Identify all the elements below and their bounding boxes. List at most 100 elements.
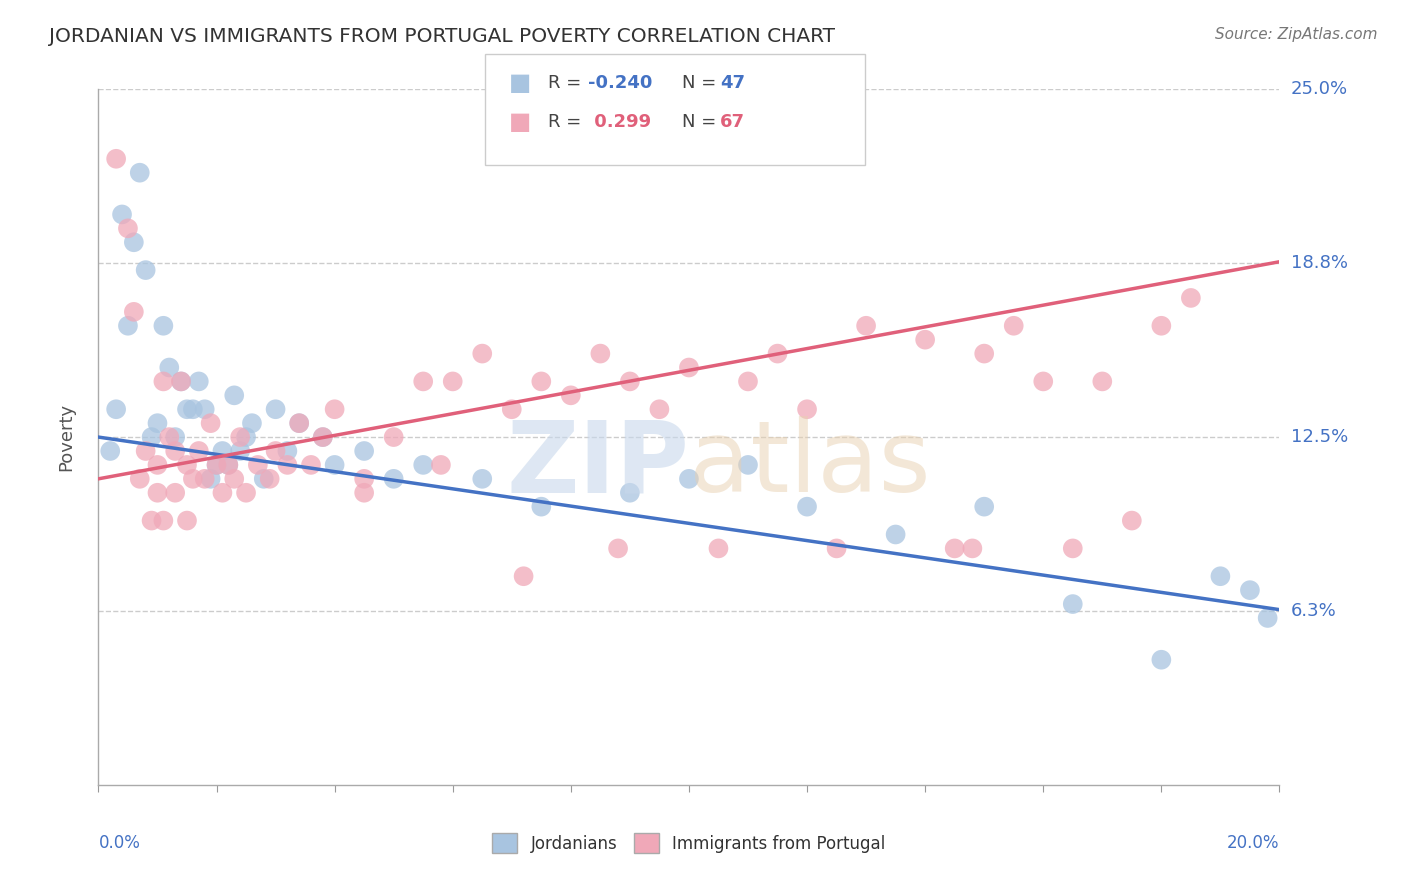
Point (235, 485, 257, 500)
Point (471, 346, 494, 360)
Point (205, 458, 228, 472)
Point (1091, 375, 1114, 389)
Point (187, 444, 209, 458)
Point (217, 458, 239, 472)
Point (1032, 375, 1054, 389)
Point (678, 472, 700, 486)
Point (211, 444, 233, 458)
Point (152, 375, 174, 389)
Text: N =: N = (682, 113, 716, 131)
Point (264, 402, 287, 417)
Point (607, 541, 630, 556)
Point (170, 375, 193, 389)
Point (141, 430, 163, 444)
Point (181, 472, 204, 486)
Point (619, 375, 641, 389)
Point (737, 375, 759, 389)
Point (589, 346, 612, 360)
Point (176, 458, 198, 472)
Point (1150, 318, 1173, 333)
Point (176, 402, 198, 417)
Point (105, 152, 128, 166)
Point (962, 541, 984, 556)
Point (312, 430, 335, 444)
Point (117, 318, 139, 333)
Text: ■: ■ (509, 71, 531, 95)
Point (187, 375, 209, 389)
Point (224, 388, 246, 402)
Point (157, 360, 180, 375)
Point (205, 458, 228, 472)
Text: 18.8%: 18.8% (1291, 254, 1347, 272)
Point (441, 375, 464, 389)
Point (312, 430, 335, 444)
Point (211, 485, 233, 500)
Point (430, 458, 453, 472)
Text: ■: ■ (509, 111, 531, 134)
Text: 25.0%: 25.0% (1291, 80, 1348, 98)
Legend: Jordanians, Immigrants from Portugal: Jordanians, Immigrants from Portugal (485, 827, 893, 860)
Text: JORDANIAN VS IMMIGRANTS FROM PORTUGAL POVERTY CORRELATION CHART: JORDANIAN VS IMMIGRANTS FROM PORTUGAL PO… (49, 27, 835, 45)
Point (1002, 318, 1025, 333)
Point (259, 472, 281, 486)
Point (135, 263, 157, 277)
Point (619, 485, 641, 500)
Point (530, 375, 553, 389)
Point (240, 416, 263, 430)
Point (796, 500, 818, 514)
Point (1239, 583, 1261, 598)
Point (229, 430, 252, 444)
Point (165, 430, 187, 444)
Point (323, 402, 346, 417)
Text: 20.0%: 20.0% (1227, 834, 1279, 852)
Point (973, 500, 995, 514)
Text: atlas: atlas (689, 417, 931, 514)
Point (412, 375, 434, 389)
Point (766, 346, 789, 360)
Point (217, 458, 239, 472)
Point (98, 444, 121, 458)
Point (353, 472, 375, 486)
Point (796, 402, 818, 417)
Point (128, 166, 150, 180)
Text: ZIP: ZIP (506, 417, 689, 514)
Point (165, 444, 187, 458)
Text: 67: 67 (720, 113, 745, 131)
Point (246, 458, 269, 472)
Point (707, 541, 730, 556)
Point (200, 416, 222, 430)
Point (323, 458, 346, 472)
Point (111, 207, 134, 221)
Point (1062, 597, 1084, 611)
Point (884, 527, 907, 541)
Point (176, 514, 198, 528)
Point (1121, 514, 1143, 528)
Text: 12.5%: 12.5% (1291, 428, 1348, 446)
Text: R =: R = (548, 74, 582, 92)
Point (288, 416, 311, 430)
Point (737, 458, 759, 472)
Point (194, 472, 217, 486)
Text: -0.240: -0.240 (588, 74, 652, 92)
Point (152, 514, 174, 528)
Point (122, 235, 145, 250)
Point (276, 444, 298, 458)
Point (512, 569, 534, 583)
Point (412, 458, 434, 472)
Point (678, 360, 700, 375)
Point (181, 402, 204, 417)
Point (200, 472, 222, 486)
Point (229, 444, 252, 458)
Point (560, 388, 582, 402)
Point (855, 318, 877, 333)
Point (648, 402, 671, 417)
Text: 0.0%: 0.0% (98, 834, 141, 852)
Point (382, 472, 405, 486)
Point (194, 402, 217, 417)
Point (253, 472, 276, 486)
Point (825, 541, 848, 556)
Point (1180, 291, 1202, 305)
Point (1062, 541, 1084, 556)
Point (353, 444, 375, 458)
Point (1257, 611, 1279, 625)
